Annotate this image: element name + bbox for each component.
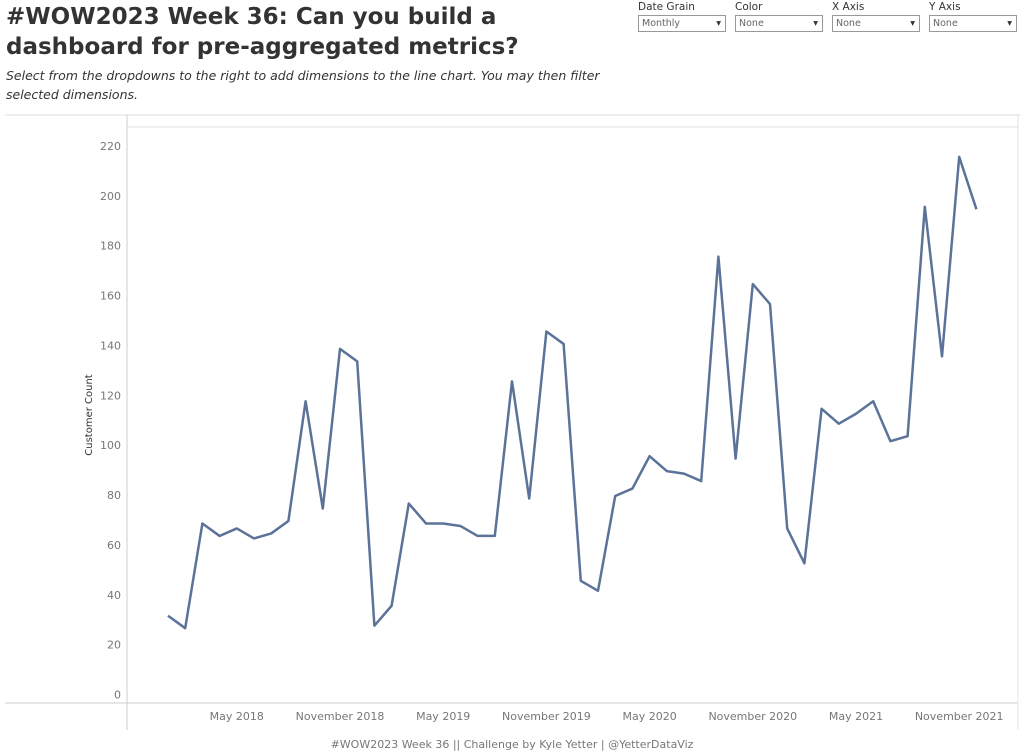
y-tick-label: 0 [114,689,121,702]
y-tick-label: 60 [107,539,121,552]
x-tick-label: November 2021 [915,710,1004,723]
dropdown-label: Y Axis [929,1,961,13]
x-tick-label: May 2020 [622,710,676,723]
title: #WOW2023 Week 36: Can you build a dashbo… [6,4,519,60]
line [167,155,978,630]
y-axis-title: Customer Count [84,374,95,456]
footer: #WOW2023 Week 36 || Challenge by Kyle Ye… [331,738,694,751]
y-tick-label: 180 [100,240,121,253]
y-tick-label: 120 [100,389,121,402]
y-tick-label: 140 [100,339,121,352]
dropdown-control: X Axis None [832,1,920,32]
dropdown-label: X Axis [832,1,865,13]
dropdown[interactable]: Monthly [638,15,726,32]
dropdown-label: Color [735,1,763,13]
x-tick-label: May 2021 [829,710,883,723]
y-tick-label: 100 [100,439,121,452]
dropdown-control: Y Axis None [929,1,1017,32]
y-tick-label: 160 [100,290,121,303]
y-tick-label: 200 [100,190,121,203]
dropdown[interactable]: None [832,15,920,32]
dropdown[interactable]: None [929,15,1017,32]
dropdown-control: Color None [735,1,823,32]
dropdown[interactable]: None [735,15,823,32]
dropdown-control: Date Grain Monthly [638,1,726,32]
dropdown-label: Date Grain [638,1,695,13]
x-tick-label: May 2019 [416,710,470,723]
x-tick-label: November 2020 [708,710,797,723]
subtitle: Select from the dropdowns to the right t… [6,68,600,102]
y-tick-label: 20 [107,639,121,652]
x-tick-label: November 2018 [296,710,385,723]
y-tick-label: 220 [100,140,121,153]
x-tick-label: May 2018 [210,710,264,723]
x-tick-label: November 2019 [502,710,591,723]
y-tick-label: 80 [107,489,121,502]
y-tick-label: 40 [107,589,121,602]
